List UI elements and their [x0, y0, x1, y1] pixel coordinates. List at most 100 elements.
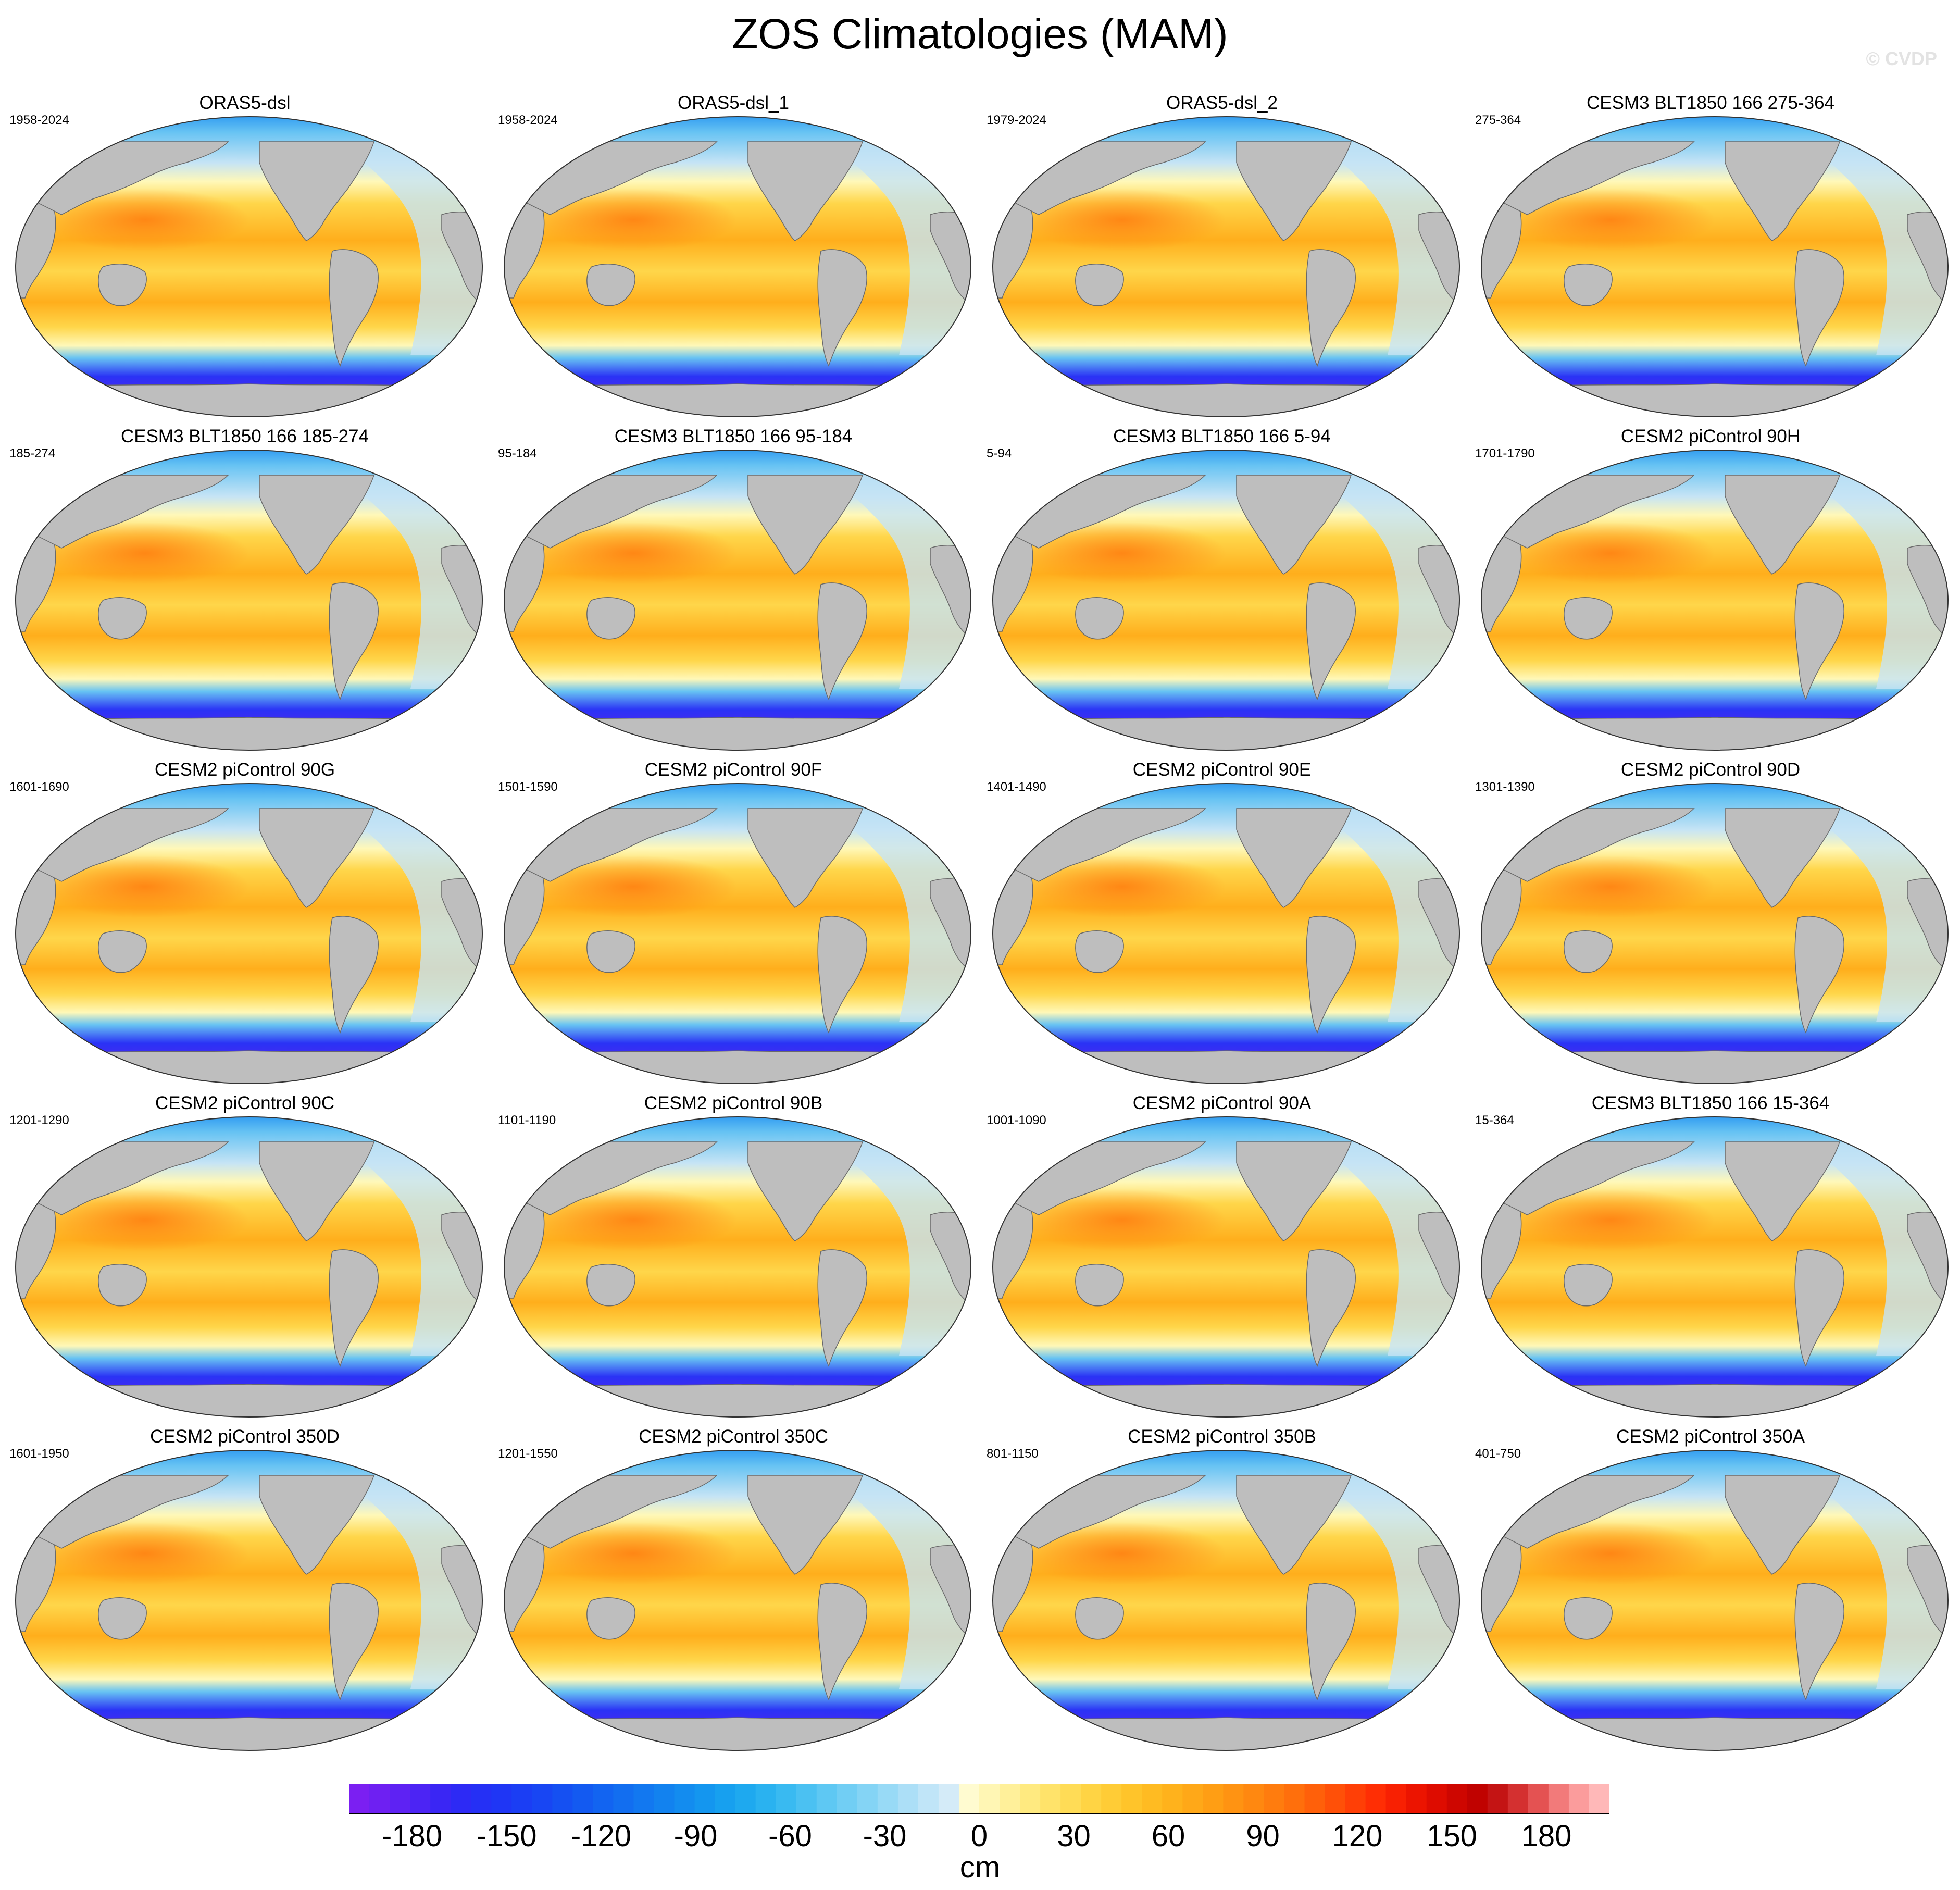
colorbar-tick-labels: -180 -150 -120 -90 -60 -30 0 30 60 90 120 150 180: [349, 1818, 1609, 1855]
panel-title: CESM2 piControl 90E: [1132, 760, 1312, 780]
panel-title: CESM2 piControl 90H: [1620, 426, 1801, 446]
colorbar-swatch: [816, 1784, 838, 1814]
panel-title: CESM3 BLT1850 166 15-364: [1591, 1093, 1830, 1113]
colorbar-tick-label: -60: [768, 1819, 812, 1853]
colorbar-swatch: [613, 1784, 634, 1814]
colorbar-swatch: [633, 1784, 655, 1814]
colorbar-swatch: [877, 1784, 898, 1814]
colorbar-swatch: [1182, 1784, 1203, 1814]
watermark: © CVDP: [1866, 48, 1937, 69]
map-panel: ORAS5-dsl_1 1958-2024: [489, 92, 978, 425]
colorbar-swatch: [1345, 1784, 1366, 1814]
map-panel: ORAS5-dsl_2 1979-2024: [977, 92, 1467, 425]
panel-title: CESM2 piControl 90C: [155, 1093, 335, 1113]
colorbar-swatch: [511, 1784, 532, 1814]
panel-years: 1201-1550: [498, 1447, 558, 1461]
map-panel: CESM3 BLT1850 166 95-184 95-184: [489, 425, 978, 759]
colorbar-tick-label: -120: [570, 1819, 632, 1853]
map-panel: CESM2 piControl 90F 1501-1590: [489, 759, 978, 1092]
colorbar-swatch: [532, 1784, 553, 1814]
colorbar-swatch: [1040, 1784, 1061, 1814]
colorbar-swatch: [654, 1784, 675, 1814]
colorbar-swatch: [1487, 1784, 1508, 1814]
colorbar-tick-label: -90: [673, 1819, 718, 1853]
colorbar-swatch: [593, 1784, 614, 1814]
map-panel: CESM3 BLT1850 166 275-364 275-364: [1466, 92, 1955, 425]
panel-title: CESM3 BLT1850 166 95-184: [614, 426, 853, 446]
panel-years: 95-184: [498, 446, 537, 461]
map-panel: CESM2 piControl 90B 1101-1190: [489, 1092, 978, 1425]
panel-title: CESM2 piControl 90G: [154, 760, 335, 780]
panel-title: CESM2 piControl 90B: [644, 1093, 823, 1113]
colorbar-swatch: [1385, 1784, 1407, 1814]
colorbar-swatch: [471, 1784, 492, 1814]
colorbar-swatch: [1304, 1784, 1326, 1814]
colorbar-swatch: [410, 1784, 431, 1814]
colorbar-swatch: [552, 1784, 573, 1814]
ocean-map: [992, 116, 1460, 417]
map-panel: CESM3 BLT1850 166 5-94 5-94: [977, 425, 1467, 759]
colorbar-swatch: [1365, 1784, 1387, 1814]
colorbar-swatch: [1426, 1784, 1447, 1814]
colorbar-swatch: [1467, 1784, 1488, 1814]
colorbar-swatch: [349, 1784, 370, 1814]
colorbar-swatch: [1325, 1784, 1346, 1814]
colorbar-unit-label: cm: [959, 1850, 1001, 1884]
colorbar-swatch: [1528, 1784, 1549, 1814]
colorbar-swatch: [369, 1784, 390, 1814]
panel-years: 1958-2024: [498, 113, 558, 127]
ocean-map: [1481, 1450, 1949, 1751]
colorbar-swatch: [735, 1784, 756, 1814]
colorbar-swatch: [674, 1784, 695, 1814]
panel-years: 401-750: [1475, 1447, 1521, 1461]
colorbar-swatch: [1000, 1784, 1020, 1814]
ocean-map: [15, 116, 483, 417]
panel-title: CESM3 BLT1850 166 5-94: [1113, 426, 1331, 446]
ocean-map: [1481, 783, 1949, 1084]
map-panel: CESM2 piControl 90G 1601-1690: [0, 759, 490, 1092]
colorbar-swatch: [1121, 1784, 1142, 1814]
colorbar-swatch: [1223, 1784, 1244, 1814]
colorbar-swatch: [1446, 1784, 1468, 1814]
panel-years: 801-1150: [987, 1447, 1039, 1461]
colorbar-swatch: [1568, 1784, 1590, 1814]
ocean-map: [15, 1116, 483, 1418]
colorbar-swatch: [390, 1784, 410, 1814]
panel-title: CESM2 piControl 350C: [639, 1426, 828, 1447]
panel-title: CESM2 piControl 90D: [1620, 760, 1801, 780]
colorbar-swatch: [451, 1784, 471, 1814]
panel-years: 275-364: [1475, 113, 1521, 127]
colorbar-tick-label: 180: [1521, 1819, 1572, 1853]
ocean-map: [504, 783, 971, 1084]
ocean-map: [504, 450, 971, 751]
colorbar-swatch: [1081, 1784, 1102, 1814]
ocean-map: [992, 783, 1460, 1084]
panel-title: CESM2 piControl 90F: [644, 760, 822, 780]
colorbar-tick-label: 0: [970, 1819, 988, 1853]
colorbar-swatch: [1203, 1784, 1224, 1814]
map-panel: CESM3 BLT1850 166 15-364 15-364: [1466, 1092, 1955, 1425]
colorbar-swatch: [1589, 1784, 1609, 1814]
colorbar-swatch: [1162, 1784, 1183, 1814]
colorbar-swatch: [430, 1784, 451, 1814]
colorbar-tick-label: -30: [863, 1819, 907, 1853]
map-panel: CESM2 piControl 90C 1201-1290: [0, 1092, 490, 1425]
map-panel: CESM2 piControl 90H 1701-1790: [1466, 425, 1955, 759]
panel-title: ORAS5-dsl_1: [678, 93, 789, 113]
panel-title: CESM3 BLT1850 166 185-274: [120, 426, 369, 446]
ocean-map: [15, 783, 483, 1084]
map-panel: ORAS5-dsl 1958-2024: [0, 92, 490, 425]
panel-title: CESM2 piControl 350D: [150, 1426, 340, 1447]
colorbar-swatch: [958, 1784, 980, 1814]
ocean-map: [504, 1450, 971, 1751]
colorbar-tick-label: -150: [476, 1819, 537, 1853]
ocean-map: [992, 450, 1460, 751]
panel-years: 1701-1790: [1475, 446, 1535, 461]
colorbar: [349, 1784, 1609, 1814]
colorbar-swatch: [1101, 1784, 1122, 1814]
panel-title: CESM2 piControl 90A: [1132, 1093, 1312, 1113]
colorbar-swatch: [979, 1784, 1000, 1814]
colorbar-swatch: [715, 1784, 736, 1814]
colorbar-swatch: [1548, 1784, 1569, 1814]
colorbar-swatch: [1243, 1784, 1265, 1814]
